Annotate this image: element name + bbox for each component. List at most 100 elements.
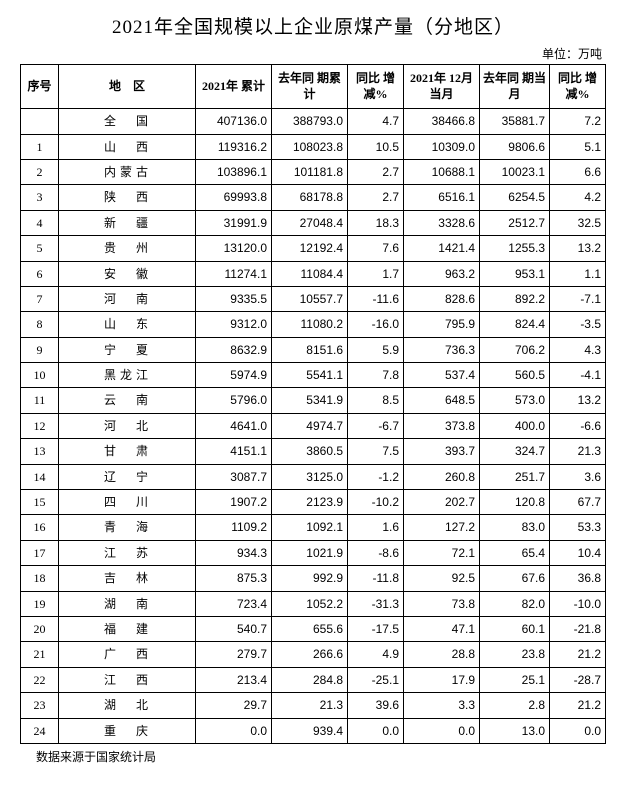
cell-region: 云 南	[59, 388, 196, 413]
cell-region: 新 疆	[59, 210, 196, 235]
cell-region: 陕 西	[59, 185, 196, 210]
cell-c2: 5541.1	[272, 363, 348, 388]
cell-c5: 60.1	[480, 617, 550, 642]
cell-c3: -17.5	[348, 617, 404, 642]
cell-region: 广 西	[59, 642, 196, 667]
cell-seq: 4	[21, 210, 59, 235]
cell-c1: 119316.2	[196, 134, 272, 159]
cell-c2: 8151.6	[272, 337, 348, 362]
cell-c5: 35881.7	[480, 109, 550, 134]
cell-c1: 13120.0	[196, 236, 272, 261]
cell-c5: 6254.5	[480, 185, 550, 210]
cell-c5: 23.8	[480, 642, 550, 667]
cell-c3: 7.8	[348, 363, 404, 388]
cell-seq: 23	[21, 693, 59, 718]
cell-c4: 127.2	[404, 515, 480, 540]
th-c4: 2021年 12月当月	[404, 65, 480, 109]
th-c3: 同比 增减%	[348, 65, 404, 109]
cell-region: 吉 林	[59, 566, 196, 591]
cell-c1: 279.7	[196, 642, 272, 667]
cell-c2: 3125.0	[272, 464, 348, 489]
cell-c2: 108023.8	[272, 134, 348, 159]
cell-c1: 9312.0	[196, 312, 272, 337]
cell-c4: 795.9	[404, 312, 480, 337]
cell-c1: 5796.0	[196, 388, 272, 413]
cell-c5: 824.4	[480, 312, 550, 337]
cell-c1: 8632.9	[196, 337, 272, 362]
data-table: 序号 地 区 2021年 累计 去年同 期累计 同比 增减% 2021年 12月…	[20, 64, 606, 744]
cell-c6: -7.1	[550, 286, 606, 311]
table-row: 24重 庆0.0939.40.00.013.00.0	[21, 718, 606, 743]
cell-c1: 213.4	[196, 667, 272, 692]
table-row: 7河 南9335.510557.7-11.6828.6892.2-7.1	[21, 286, 606, 311]
cell-seq: 24	[21, 718, 59, 743]
cell-seq: 14	[21, 464, 59, 489]
cell-seq: 1	[21, 134, 59, 159]
cell-c6: 21.2	[550, 642, 606, 667]
cell-region: 甘 肃	[59, 439, 196, 464]
cell-c2: 11080.2	[272, 312, 348, 337]
cell-c2: 101181.8	[272, 159, 348, 184]
cell-c3: -8.6	[348, 540, 404, 565]
cell-c4: 17.9	[404, 667, 480, 692]
cell-c5: 573.0	[480, 388, 550, 413]
table-row: 9宁 夏8632.98151.65.9736.3706.24.3	[21, 337, 606, 362]
cell-c2: 1021.9	[272, 540, 348, 565]
cell-c5: 892.2	[480, 286, 550, 311]
cell-c5: 560.5	[480, 363, 550, 388]
cell-c6: 10.4	[550, 540, 606, 565]
cell-c6: 13.2	[550, 388, 606, 413]
table-row: 4新 疆31991.927048.418.33328.62512.732.5	[21, 210, 606, 235]
cell-c6: 6.6	[550, 159, 606, 184]
cell-c4: 6516.1	[404, 185, 480, 210]
cell-seq	[21, 109, 59, 134]
cell-seq: 12	[21, 413, 59, 438]
cell-region: 福 建	[59, 617, 196, 642]
cell-region: 江 西	[59, 667, 196, 692]
cell-region: 宁 夏	[59, 337, 196, 362]
table-row: 6安 徽11274.111084.41.7963.2953.11.1	[21, 261, 606, 286]
cell-c1: 103896.1	[196, 159, 272, 184]
cell-c4: 47.1	[404, 617, 480, 642]
cell-c4: 963.2	[404, 261, 480, 286]
cell-c5: 120.8	[480, 490, 550, 515]
cell-c5: 2.8	[480, 693, 550, 718]
table-row: 20福 建540.7655.6-17.547.160.1-21.8	[21, 617, 606, 642]
cell-c2: 1052.2	[272, 591, 348, 616]
cell-c1: 3087.7	[196, 464, 272, 489]
cell-c4: 72.1	[404, 540, 480, 565]
cell-c4: 373.8	[404, 413, 480, 438]
cell-c3: 18.3	[348, 210, 404, 235]
th-c5: 去年同 期当月	[480, 65, 550, 109]
cell-c4: 393.7	[404, 439, 480, 464]
table-row: 2内蒙古103896.1101181.82.710688.110023.16.6	[21, 159, 606, 184]
cell-c6: -21.8	[550, 617, 606, 642]
cell-c6: 4.3	[550, 337, 606, 362]
cell-c4: 10309.0	[404, 134, 480, 159]
cell-c2: 11084.4	[272, 261, 348, 286]
cell-c3: 1.6	[348, 515, 404, 540]
cell-c3: 7.6	[348, 236, 404, 261]
th-seq: 序号	[21, 65, 59, 109]
cell-c6: 21.3	[550, 439, 606, 464]
cell-c5: 400.0	[480, 413, 550, 438]
cell-c6: 13.2	[550, 236, 606, 261]
cell-c3: 10.5	[348, 134, 404, 159]
cell-c6: -10.0	[550, 591, 606, 616]
th-c1: 2021年 累计	[196, 65, 272, 109]
cell-c2: 939.4	[272, 718, 348, 743]
cell-c4: 73.8	[404, 591, 480, 616]
cell-c1: 1907.2	[196, 490, 272, 515]
cell-region: 全 国	[59, 109, 196, 134]
cell-seq: 7	[21, 286, 59, 311]
cell-seq: 20	[21, 617, 59, 642]
cell-region: 四 川	[59, 490, 196, 515]
cell-c4: 260.8	[404, 464, 480, 489]
cell-c1: 875.3	[196, 566, 272, 591]
cell-region: 河 南	[59, 286, 196, 311]
cell-c3: -11.8	[348, 566, 404, 591]
page-title: 2021年全国规模以上企业原煤产量（分地区）	[20, 12, 606, 39]
cell-c2: 2123.9	[272, 490, 348, 515]
cell-seq: 11	[21, 388, 59, 413]
cell-c6: 0.0	[550, 718, 606, 743]
